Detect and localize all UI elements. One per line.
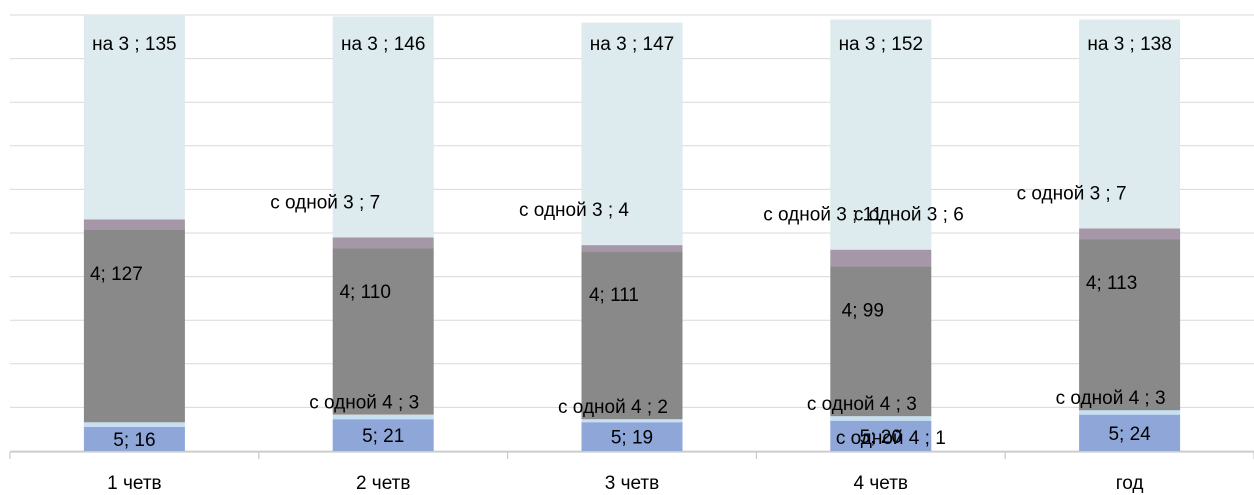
- data-label: с одной 3 ; 6: [854, 205, 964, 226]
- bar-segment: [830, 420, 932, 451]
- data-label: с одной 3 ; 7: [1017, 184, 1127, 205]
- bar-segment: [1079, 239, 1181, 411]
- data-label: 5; 19: [611, 428, 653, 449]
- bar-segment: [332, 414, 434, 420]
- bar-segment: [1079, 19, 1181, 229]
- bar-segment: [83, 422, 185, 427]
- data-label: на 3 ; 152: [839, 34, 923, 55]
- bar-segment: [83, 219, 185, 230]
- data-label: с одной 3 ; 7: [270, 193, 380, 214]
- data-label: 4; 127: [90, 264, 143, 285]
- bar-segment: [1079, 410, 1181, 415]
- data-label: с одной 4 ; 3: [807, 394, 917, 415]
- bar-segment: [581, 251, 683, 420]
- data-label: 5; 24: [1108, 424, 1151, 445]
- data-label: на 3 ; 138: [1087, 34, 1171, 55]
- x-tick-label: 2 четв: [356, 473, 410, 494]
- bar-segment: [830, 266, 932, 417]
- x-axis: 1 четв 2 четв 3 четв 4 четв год: [9, 451, 1254, 494]
- bar-segment: [332, 237, 434, 249]
- data-label: 5; 16: [113, 430, 155, 451]
- data-label: 5; 21: [362, 426, 404, 447]
- x-tick-label: год: [1116, 473, 1144, 494]
- x-tick-label: 1 четв: [107, 473, 161, 494]
- bar-segment: [581, 245, 683, 252]
- bar-segment: [83, 15, 185, 220]
- bar-segment: [830, 416, 932, 421]
- bar-segment: [581, 22, 683, 246]
- bar-segment: [1079, 414, 1181, 451]
- data-label: 4; 113: [1086, 273, 1137, 294]
- bar-segment: [83, 426, 185, 451]
- bar-segment: [332, 248, 434, 415]
- data-label: 4; 110: [339, 282, 390, 303]
- data-label: 4; 111: [589, 285, 639, 306]
- bars: [83, 15, 1181, 451]
- bar-segment: [830, 249, 932, 267]
- data-label: 4; 99: [842, 300, 884, 321]
- data-label: 5; 20: [860, 427, 902, 448]
- bar-segment: [332, 419, 434, 451]
- x-tick-label: 4 четв: [854, 473, 908, 494]
- data-label: с одной 3 ; 11: [763, 205, 882, 226]
- bar-segment: [332, 16, 434, 238]
- x-tick-label: 3 четв: [605, 473, 659, 494]
- data-label: с одной 4 ; 1: [836, 428, 946, 449]
- bar-segment: [83, 230, 185, 423]
- data-label: с одной 4 ; 2: [558, 397, 668, 418]
- data-label: на 3 ; 146: [341, 34, 425, 55]
- data-label: с одной 3 ; 4: [519, 200, 629, 221]
- bar-segment: [581, 422, 683, 451]
- data-label: с одной 4 ; 3: [309, 393, 419, 414]
- data-label: на 3 ; 147: [590, 34, 674, 55]
- bar-segment: [1079, 228, 1181, 240]
- bar-segment: [581, 419, 683, 423]
- bar-segment: [830, 19, 932, 250]
- data-labels: 5; 16 4; 127 на 3 ; 135 5; 21 с одной 4 ; 3 4…: [90, 34, 1172, 451]
- data-label: на 3 ; 135: [92, 34, 176, 55]
- data-label: с одной 4 ; 3: [1056, 388, 1166, 409]
